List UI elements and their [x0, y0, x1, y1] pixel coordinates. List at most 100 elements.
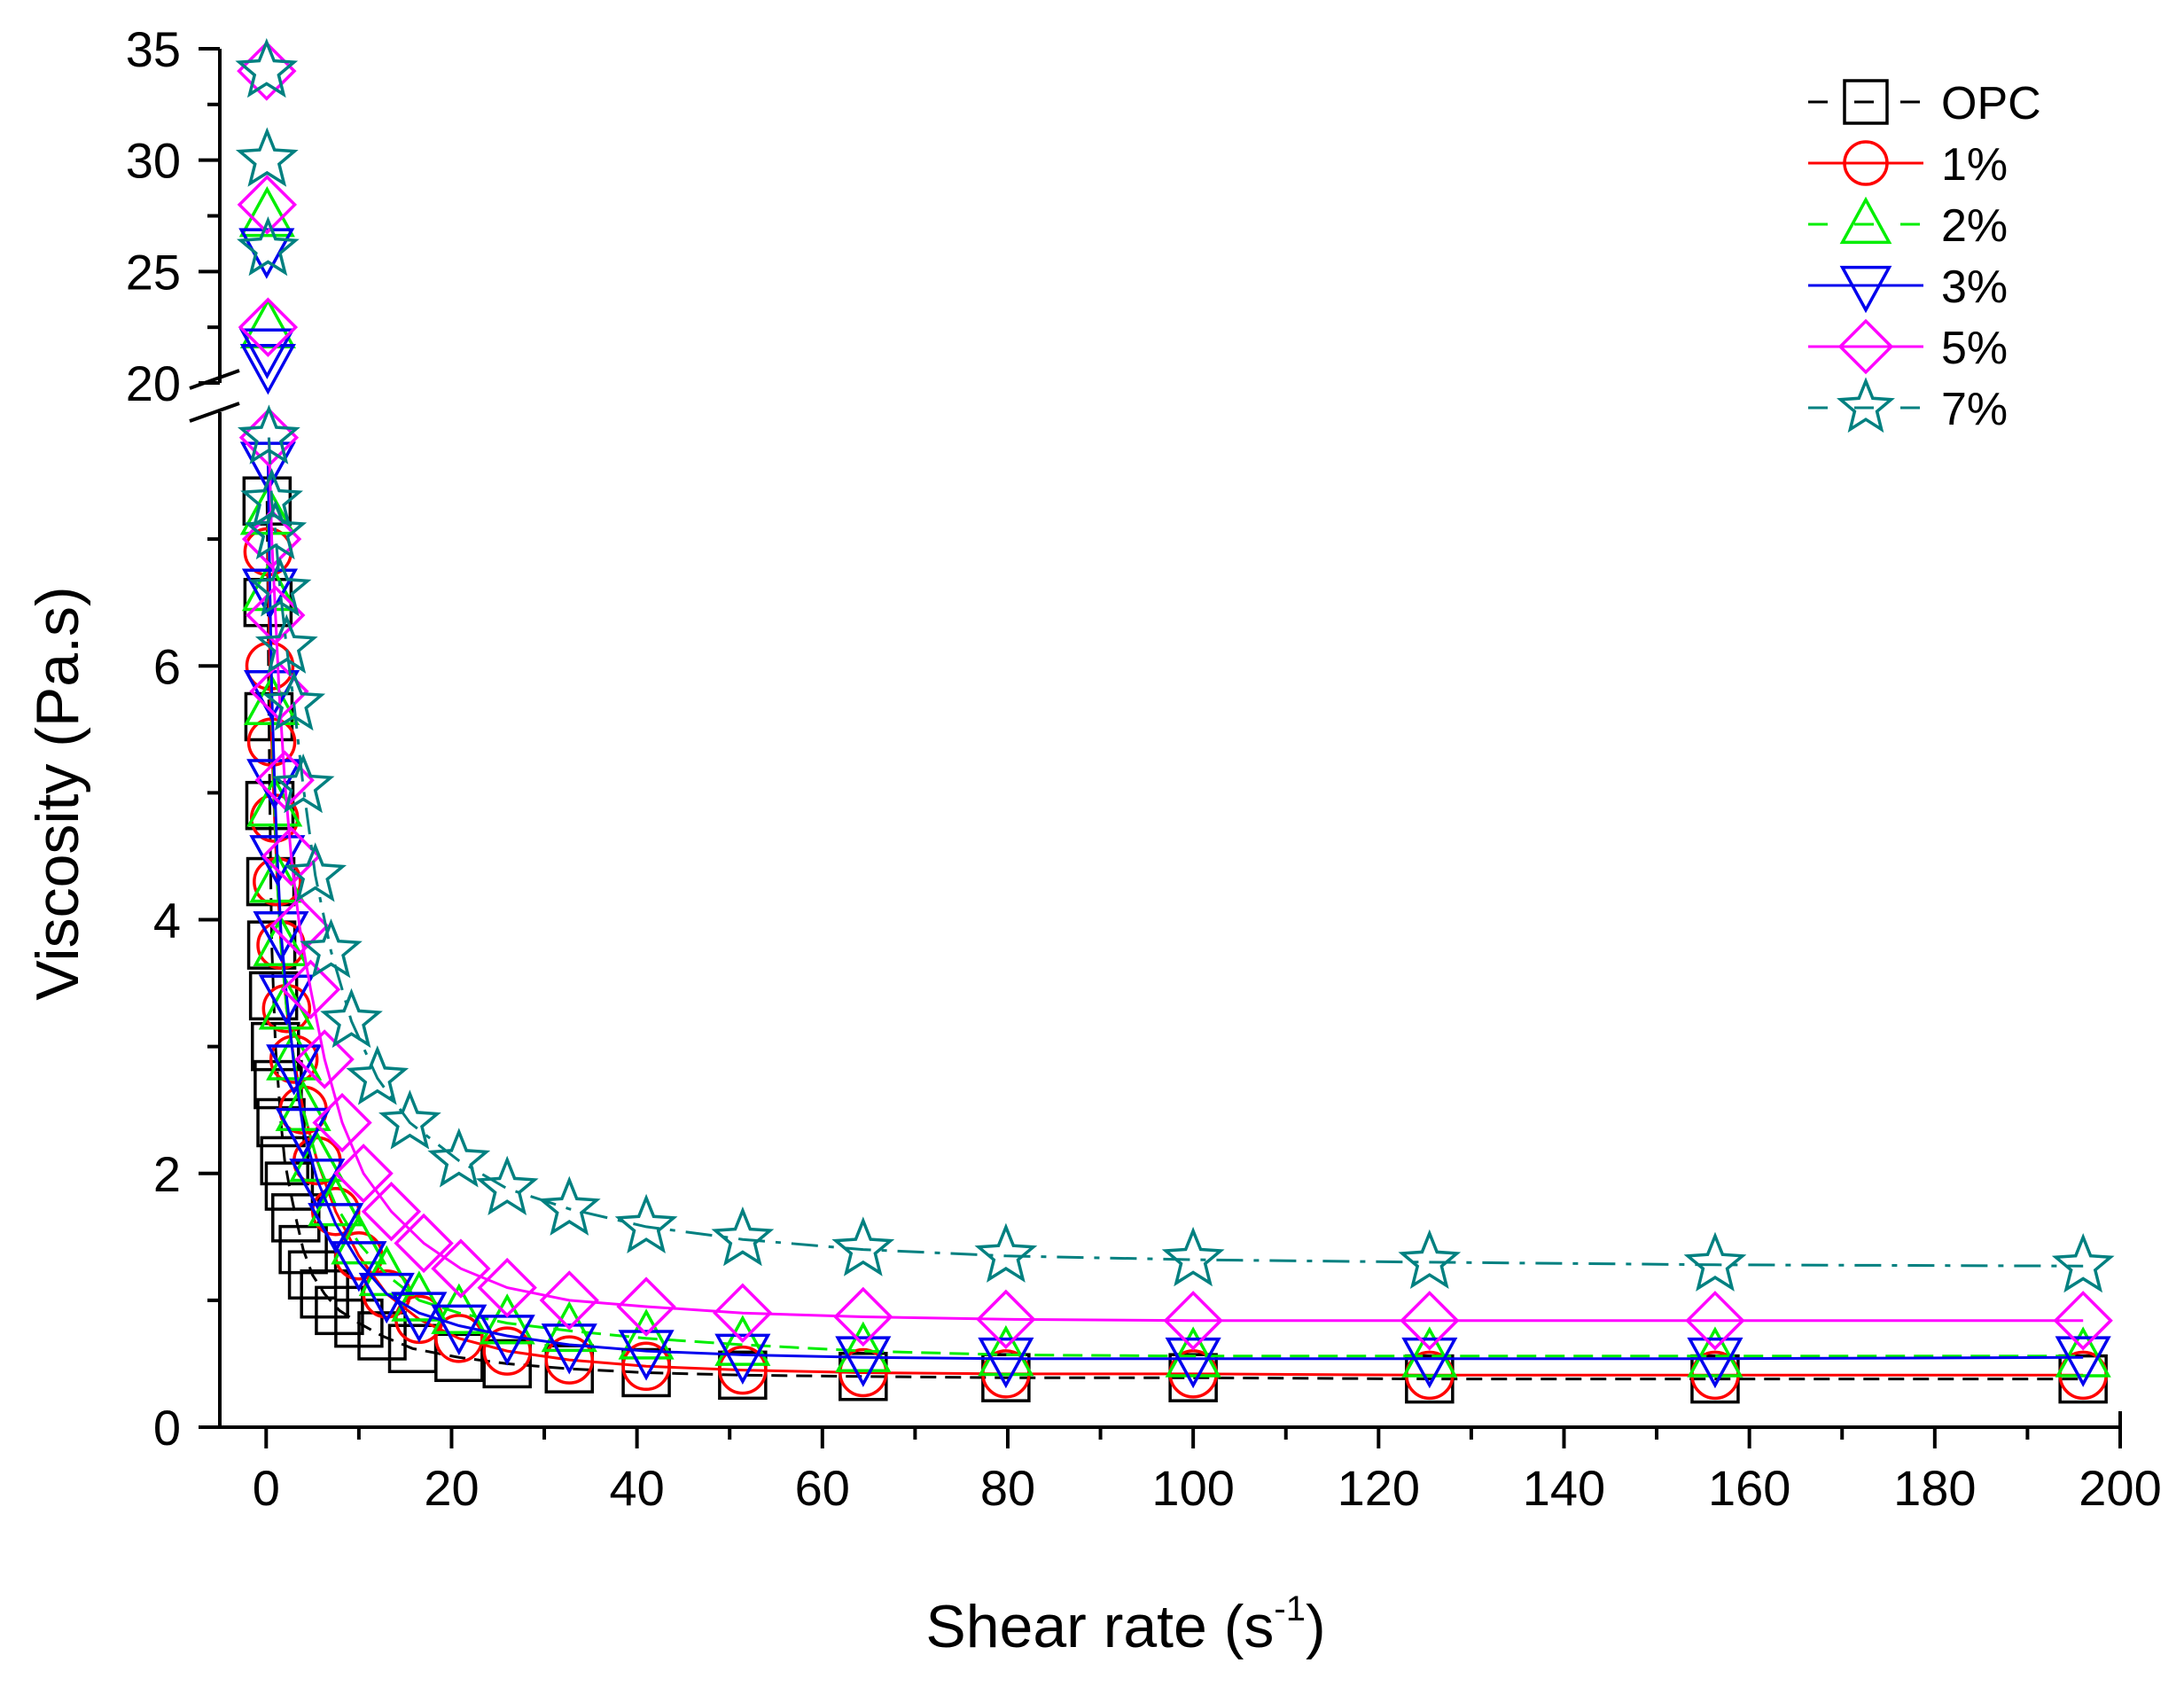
data-point: [275, 1107, 332, 1159]
legend-marker: [1837, 318, 1894, 375]
y-tick-label: 30: [126, 133, 181, 189]
data-point: [477, 1257, 537, 1318]
series-opc: [242, 476, 2108, 1404]
data-point: [541, 1323, 597, 1375]
data-point: [541, 1300, 597, 1353]
x-tick-label: 120: [1338, 1460, 1420, 1516]
legend-label: 3%: [1941, 262, 2008, 313]
x-tick-label: 0: [253, 1460, 280, 1516]
legend-marker: [1839, 196, 1892, 245]
legend-entry: 3%: [1808, 262, 2008, 314]
data-point: [300, 918, 363, 979]
y-tick-label: 20: [126, 355, 181, 411]
data-point: [1401, 1337, 1458, 1389]
axis-break-mark-upper: [189, 369, 240, 390]
data-point: [833, 1286, 893, 1347]
axis-break-mark-lower: [189, 402, 240, 423]
data-point: [358, 1272, 415, 1324]
data-point: [361, 1182, 422, 1242]
data-point: [1401, 1326, 1458, 1378]
data-point: [331, 1241, 387, 1292]
data-point: [1163, 1291, 1223, 1351]
data-point: [618, 1330, 675, 1381]
data-point: [614, 1193, 678, 1253]
data-point: [835, 1321, 892, 1372]
data-point: [1400, 1291, 1460, 1351]
x-axis-title: Shear rate (s-1): [925, 1589, 1325, 1660]
y-tick-label: 2: [153, 1146, 181, 1202]
data-point: [1687, 1337, 1743, 1389]
series-line: [265, 501, 2084, 1381]
data-point: [2051, 1232, 2115, 1293]
data-point: [391, 1270, 448, 1322]
series-7pct: [235, 37, 2115, 1293]
data-point: [308, 1203, 364, 1254]
data-point: [714, 1315, 771, 1366]
data-point: [434, 1314, 484, 1363]
data-point: [434, 1332, 484, 1383]
data-point: [249, 852, 306, 903]
data-point: [718, 1345, 768, 1395]
data-point: [346, 1045, 410, 1105]
data-point: [254, 750, 315, 810]
data-point: [284, 842, 347, 902]
series-1pct: [243, 527, 2108, 1401]
data-point: [378, 1089, 441, 1150]
data-point-upper: [237, 216, 300, 277]
legend-label: 1%: [1941, 139, 2008, 191]
data-point-upper: [238, 185, 295, 238]
plot-layer: [235, 37, 2115, 1404]
data-point: [537, 1175, 601, 1236]
data-point: [431, 1304, 488, 1356]
legend-label: 7%: [1941, 384, 2008, 435]
data-point: [264, 1161, 315, 1211]
x-tick-label: 80: [980, 1460, 1035, 1516]
data-point: [431, 1283, 488, 1335]
x-tick-label: 160: [1708, 1460, 1790, 1516]
data-point: [289, 1159, 346, 1210]
data-point-upper: [238, 297, 299, 357]
data-point: [312, 1092, 372, 1153]
data-point: [475, 1155, 539, 1215]
data-point: [976, 1289, 1036, 1350]
data-point: [254, 613, 318, 674]
data-point-upper: [237, 41, 297, 101]
y-tick-label: 0: [153, 1400, 181, 1456]
data-point: [248, 971, 299, 1021]
data-point: [713, 1283, 773, 1343]
legend-label: 2%: [1941, 200, 2008, 252]
legend-entry: 7%: [1808, 377, 2008, 435]
data-point: [320, 988, 383, 1049]
data-point: [2055, 1336, 2111, 1387]
legend-marker: [1839, 265, 1892, 314]
data-point-upper: [239, 344, 296, 395]
data-point: [1685, 1291, 1745, 1351]
data-point: [978, 1337, 1034, 1389]
series-line: [267, 437, 2084, 1268]
x-axis-title-superscript: -1: [1274, 1589, 1306, 1628]
data-point: [333, 1144, 394, 1204]
legend: OPC 1% 2% 3% 5% 7%: [1808, 78, 2041, 435]
data-point: [711, 1206, 775, 1267]
data-point: [271, 753, 335, 814]
data-point: [315, 1285, 364, 1336]
x-tick-label: 100: [1151, 1460, 1234, 1516]
data-point: [2055, 1326, 2111, 1378]
data-point-upper: [235, 37, 299, 98]
legend-marker: [1837, 377, 1895, 433]
data-point: [479, 1293, 535, 1345]
x-tick-label: 20: [424, 1460, 479, 1516]
x-tick-label: 180: [1893, 1460, 1976, 1516]
data-point: [1398, 1229, 1462, 1290]
legend-entry: 1%: [1808, 139, 2008, 191]
x-tick-label: 60: [795, 1460, 850, 1516]
data-point: [714, 1333, 771, 1385]
y-tick-label: 25: [126, 244, 181, 300]
legend-entry: 2%: [1808, 196, 2008, 252]
data-point: [244, 499, 308, 560]
data-point: [253, 915, 309, 966]
data-point: [258, 974, 315, 1026]
y-tick-label: 6: [153, 638, 181, 694]
data-point: [974, 1222, 1038, 1283]
